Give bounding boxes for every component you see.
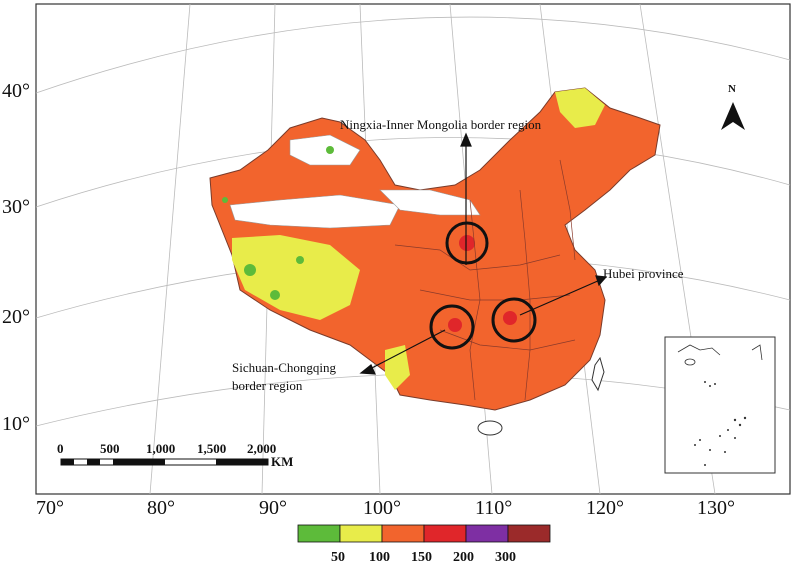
scale-tick-500: 500 — [100, 441, 120, 456]
inset-hainan — [684, 358, 696, 366]
legend-swatch-orange — [381, 524, 425, 543]
province-borders — [394, 159, 576, 401]
north-arrow-icon — [721, 102, 745, 130]
legend-label-50: 50 — [331, 550, 345, 565]
lat-label-10: 10° — [2, 413, 30, 435]
circle-sichuan — [429, 304, 475, 350]
hotspot-hubei — [503, 311, 517, 325]
legend-label-200: 200 — [453, 550, 474, 565]
lat-label-40: 40° — [2, 80, 30, 102]
gobi-gap — [379, 189, 481, 216]
lon-label-100: 100° — [363, 497, 401, 519]
south-china-sea-inset — [664, 336, 776, 474]
legend-label-150: 150 — [411, 550, 432, 565]
arrowhead-hubei — [595, 275, 608, 287]
highlight-circles — [429, 221, 537, 350]
green-patch — [222, 197, 228, 203]
annotation-arrows — [359, 132, 608, 375]
scale-tick-0: 0 — [57, 441, 64, 456]
green-patch — [296, 256, 304, 264]
label-sichuan-line2: border region — [232, 378, 303, 393]
circle-hubei — [491, 297, 537, 343]
legend-label-100: 100 — [369, 550, 390, 565]
label-sichuan-line1: Sichuan-Chongqing — [232, 360, 336, 375]
legend: 50 100 150 200 300 — [297, 524, 551, 565]
legend-swatch-brown — [507, 524, 551, 543]
taiwan-island — [591, 356, 605, 392]
legend-swatch-yellow — [339, 524, 383, 543]
arrow-hubei — [519, 279, 601, 316]
green-patch — [244, 264, 256, 276]
lon-label-80: 80° — [147, 497, 175, 519]
legend-swatch-purple — [465, 524, 509, 543]
hainan-island — [477, 420, 503, 436]
hotspot-ningxia — [459, 235, 475, 251]
scale-bar: 0 500 1,000 1,500 2,000 KM — [57, 441, 293, 469]
lon-label-90: 90° — [259, 497, 287, 519]
legend-label-300: 300 — [495, 550, 516, 565]
inset-islands — [694, 381, 747, 466]
hotspot-sichuan — [448, 318, 462, 332]
north-label: N — [728, 83, 736, 95]
label-ningxia-border: Ningxia-Inner Mongolia border region — [340, 117, 542, 132]
graticule-lon-80 — [149, 3, 191, 495]
yunnan-low-zone — [385, 345, 410, 390]
scale-unit: KM — [271, 454, 293, 469]
china-raster — [209, 87, 661, 436]
northeast-low-zone — [555, 88, 605, 128]
china-mainland — [209, 87, 661, 411]
lon-label-110: 110° — [475, 497, 512, 519]
arrowhead-sichuan — [359, 364, 376, 375]
tarim-basin — [229, 194, 401, 229]
lon-label-70: 70° — [36, 497, 64, 519]
graticule-lat-40 — [35, 16, 791, 94]
arrow-sichuan — [367, 329, 446, 371]
lon-label-120: 120° — [586, 497, 624, 519]
legend-swatch-green — [297, 524, 341, 543]
tibet-low-zone — [232, 235, 360, 320]
lat-label-30: 30° — [2, 196, 30, 218]
green-patch — [270, 290, 280, 300]
graticule-lat-30 — [35, 137, 791, 208]
dzungaria-basin — [289, 134, 361, 166]
lon-label-130: 130° — [697, 497, 735, 519]
circle-ningxia — [445, 221, 489, 265]
inset-coastline — [677, 344, 721, 356]
label-hubei-province: Hubei province — [603, 266, 684, 281]
north-arrow: N — [721, 83, 745, 130]
arrowhead-ningxia — [460, 132, 472, 147]
legend-swatch-red — [423, 524, 467, 543]
inset-frame — [664, 336, 776, 474]
inset-coast-east — [751, 344, 763, 361]
scale-tick-1000: 1,000 — [146, 441, 175, 456]
green-patch — [326, 146, 334, 154]
lat-label-20: 20° — [2, 306, 30, 328]
scale-tick-1500: 1,500 — [197, 441, 226, 456]
scale-tick-2000: 2,000 — [247, 441, 276, 456]
